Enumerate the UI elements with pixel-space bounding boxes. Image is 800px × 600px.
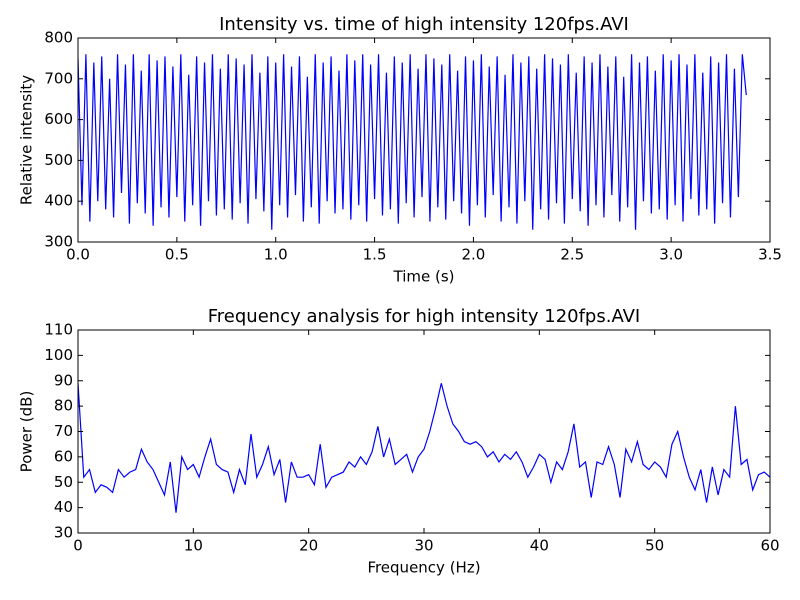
x-tick-label: 3.0 xyxy=(659,246,683,264)
x-tick-label: 2.5 xyxy=(560,246,584,264)
plot-frame xyxy=(77,329,771,534)
y-tick-label: 700 xyxy=(44,69,73,87)
y-axis-label: Power (dB) xyxy=(18,391,36,473)
y-tick-label: 100 xyxy=(44,346,73,364)
data-line xyxy=(78,383,770,513)
y-tick-label: 600 xyxy=(44,110,73,128)
chart-title: Intensity vs. time of high intensity 120… xyxy=(219,14,629,35)
y-tick-label: 400 xyxy=(44,192,73,210)
x-tick-label: 1.5 xyxy=(363,246,387,264)
y-tick-label: 50 xyxy=(54,473,73,491)
x-tick-label: 0.5 xyxy=(165,246,189,264)
y-tick-label: 40 xyxy=(54,498,73,516)
x-tick-label: 60 xyxy=(760,537,779,555)
y-tick-label: 800 xyxy=(44,29,73,47)
x-tick-label: 40 xyxy=(530,537,549,555)
y-tick-label: 300 xyxy=(44,233,73,251)
x-tick-label: 20 xyxy=(299,537,318,555)
x-tick-label: 1.0 xyxy=(264,246,288,264)
x-axis-label: Frequency (Hz) xyxy=(367,559,480,577)
y-axis-label: Relative intensity xyxy=(18,75,36,205)
x-tick-label: 2.0 xyxy=(461,246,485,264)
x-tick-label: 50 xyxy=(645,537,664,555)
plot-frame xyxy=(77,37,771,243)
x-tick-label: 30 xyxy=(414,537,433,555)
y-tick-label: 70 xyxy=(54,422,73,440)
data-line xyxy=(78,54,747,230)
y-tick-label: 60 xyxy=(54,447,73,465)
x-tick-label: 3.5 xyxy=(758,246,782,264)
x-tick-label: 0 xyxy=(73,537,83,555)
x-axis-label: Time (s) xyxy=(393,268,455,286)
y-tick-label: 30 xyxy=(54,524,73,542)
y-tick-label: 110 xyxy=(44,321,73,339)
y-tick-label: 80 xyxy=(54,397,73,415)
chart-title: Frequency analysis for high intensity 12… xyxy=(208,306,641,327)
y-tick-label: 500 xyxy=(44,151,73,169)
y-tick-label: 90 xyxy=(54,371,73,389)
x-tick-label: 10 xyxy=(184,537,203,555)
x-tick-label: 0.0 xyxy=(66,246,90,264)
